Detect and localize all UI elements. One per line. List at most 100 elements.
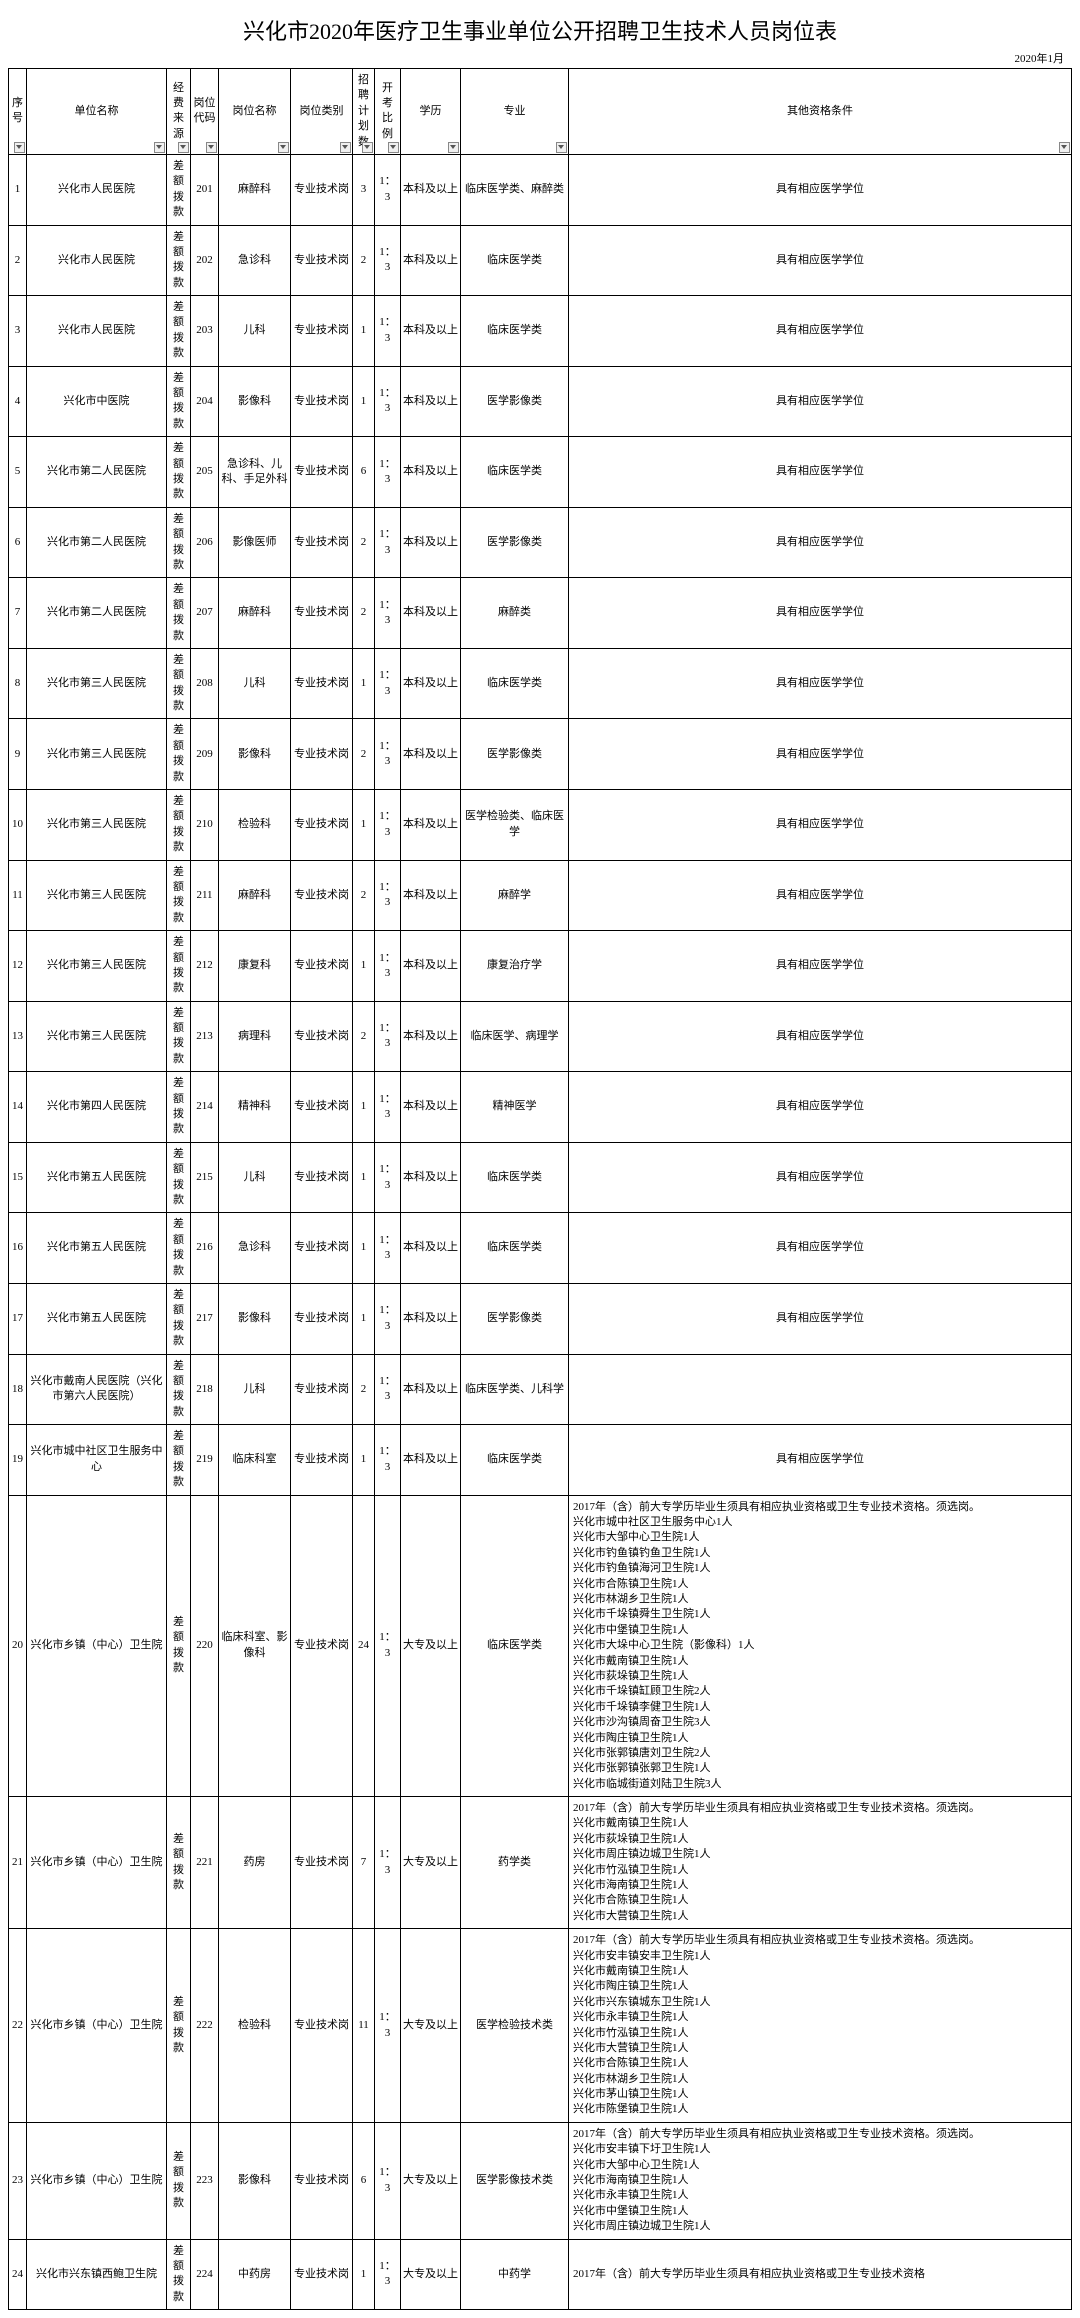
cell: 兴化市第三人民医院 [27,931,167,1002]
cell: 217 [191,1283,219,1354]
cell: 专业技术岗 [291,366,353,437]
cell: 本科及以上 [401,1142,461,1213]
col-header-8[interactable]: 学历 [401,69,461,155]
cell: 专业技术岗 [291,1213,353,1284]
cell: 本科及以上 [401,1283,461,1354]
cell: 专业技术岗 [291,1929,353,2123]
cell: 具有相应医学学位 [569,296,1072,367]
filter-icon[interactable] [178,142,189,153]
cell: 专业技术岗 [291,1495,353,1796]
cell: 影像科 [219,366,291,437]
cell: 急诊科 [219,225,291,296]
col-header-6[interactable]: 招聘计划数 [353,69,375,155]
cell: 6 [353,2122,375,2239]
filter-icon[interactable] [556,142,567,153]
filter-icon[interactable] [278,142,289,153]
cell: 专业技术岗 [291,1142,353,1213]
cell: 1：3 [375,1495,401,1796]
cell: 兴化市兴东镇西鲍卫生院 [27,2239,167,2310]
cell: 22 [9,1929,27,2123]
cell: 1 [353,648,375,719]
cell: 临床医学类 [461,1213,569,1284]
filter-icon[interactable] [1059,142,1070,153]
cell: 医学影像技术类 [461,2122,569,2239]
cell: 兴化市中医院 [27,366,167,437]
cell: 212 [191,931,219,1002]
table-row: 20兴化市乡镇（中心）卫生院差额拨款220临床科室、影像科专业技术岗241：3大… [9,1495,1072,1796]
cell: 临床医学类、儿科学 [461,1354,569,1425]
cell: 兴化市第二人民医院 [27,507,167,578]
col-header-0[interactable]: 序号 [9,69,27,155]
cell: 具有相应医学学位 [569,578,1072,649]
table-row: 16兴化市第五人民医院差额拨款216急诊科专业技术岗11：3本科及以上临床医学类… [9,1213,1072,1284]
cell: 4 [9,366,27,437]
col-header-4[interactable]: 岗位名称 [219,69,291,155]
cell: 急诊科 [219,1213,291,1284]
col-header-9[interactable]: 专业 [461,69,569,155]
cell: 兴化市乡镇（中心）卫生院 [27,2122,167,2239]
cell: 兴化市第二人民医院 [27,437,167,508]
cell: 医学影像类 [461,1283,569,1354]
cell: 6 [353,437,375,508]
cell: 临床医学类 [461,648,569,719]
cell: 兴化市人民医院 [27,225,167,296]
cell: 影像科 [219,719,291,790]
cell: 专业技术岗 [291,2239,353,2310]
cell: 1：3 [375,1142,401,1213]
cell: 1：3 [375,2239,401,2310]
filter-icon[interactable] [388,142,399,153]
cell: 2 [353,1354,375,1425]
cell: 222 [191,1929,219,2123]
table-row: 9兴化市第三人民医院差额拨款209影像科专业技术岗21：3本科及以上医学影像类具… [9,719,1072,790]
cell: 兴化市第四人民医院 [27,1072,167,1143]
filter-icon[interactable] [14,142,25,153]
cell: 23 [9,2122,27,2239]
cell: 检验科 [219,790,291,861]
cell: 差额拨款 [167,2239,191,2310]
col-header-5[interactable]: 岗位类别 [291,69,353,155]
cell: 医学检验技术类 [461,1929,569,2123]
cell: 差额拨款 [167,648,191,719]
cell: 本科及以上 [401,1072,461,1143]
job-table: 序号单位名称经费来源岗位代码岗位名称岗位类别招聘计划数开考比例学历专业其他资格条… [8,68,1072,2310]
col-header-3[interactable]: 岗位代码 [191,69,219,155]
cell: 本科及以上 [401,437,461,508]
table-row: 6兴化市第二人民医院差额拨款206影像医师专业技术岗21：3本科及以上医学影像类… [9,507,1072,578]
cell: 临床医学类 [461,1495,569,1796]
cell: 1 [353,1142,375,1213]
table-row: 22兴化市乡镇（中心）卫生院差额拨款222检验科专业技术岗111：3大专及以上医… [9,1929,1072,2123]
cell: 专业技术岗 [291,1001,353,1072]
filter-icon[interactable] [154,142,165,153]
col-header-7[interactable]: 开考比例 [375,69,401,155]
cell: 21 [9,1797,27,1929]
cell: 临床医学类 [461,225,569,296]
cell: 专业技术岗 [291,790,353,861]
cell: 专业技术岗 [291,507,353,578]
col-header-10[interactable]: 其他资格条件 [569,69,1072,155]
cell: 1：3 [375,931,401,1002]
col-header-1[interactable]: 单位名称 [27,69,167,155]
cell: 1：3 [375,1425,401,1496]
cell: 差额拨款 [167,296,191,367]
cell: 兴化市第五人民医院 [27,1213,167,1284]
table-row: 2兴化市人民医院差额拨款202急诊科专业技术岗21：3本科及以上临床医学类具有相… [9,225,1072,296]
filter-icon[interactable] [206,142,217,153]
cell: 本科及以上 [401,719,461,790]
cell: 218 [191,1354,219,1425]
table-row: 7兴化市第二人民医院差额拨款207麻醉科专业技术岗21：3本科及以上麻醉类具有相… [9,578,1072,649]
cell: 检验科 [219,1929,291,2123]
filter-icon[interactable] [448,142,459,153]
cell: 中药房 [219,2239,291,2310]
table-row: 13兴化市第三人民医院差额拨款213病理科专业技术岗21：3本科及以上临床医学、… [9,1001,1072,1072]
cell: 206 [191,507,219,578]
table-row: 17兴化市第五人民医院差额拨款217影像科专业技术岗11：3本科及以上医学影像类… [9,1283,1072,1354]
filter-icon[interactable] [340,142,351,153]
col-header-2[interactable]: 经费来源 [167,69,191,155]
cell: 临床医学类 [461,296,569,367]
cell: 1 [353,296,375,367]
cell: 11 [353,1929,375,2123]
filter-icon[interactable] [362,142,373,153]
cell: 本科及以上 [401,1213,461,1284]
cell: 本科及以上 [401,1354,461,1425]
cell: 1：3 [375,860,401,931]
